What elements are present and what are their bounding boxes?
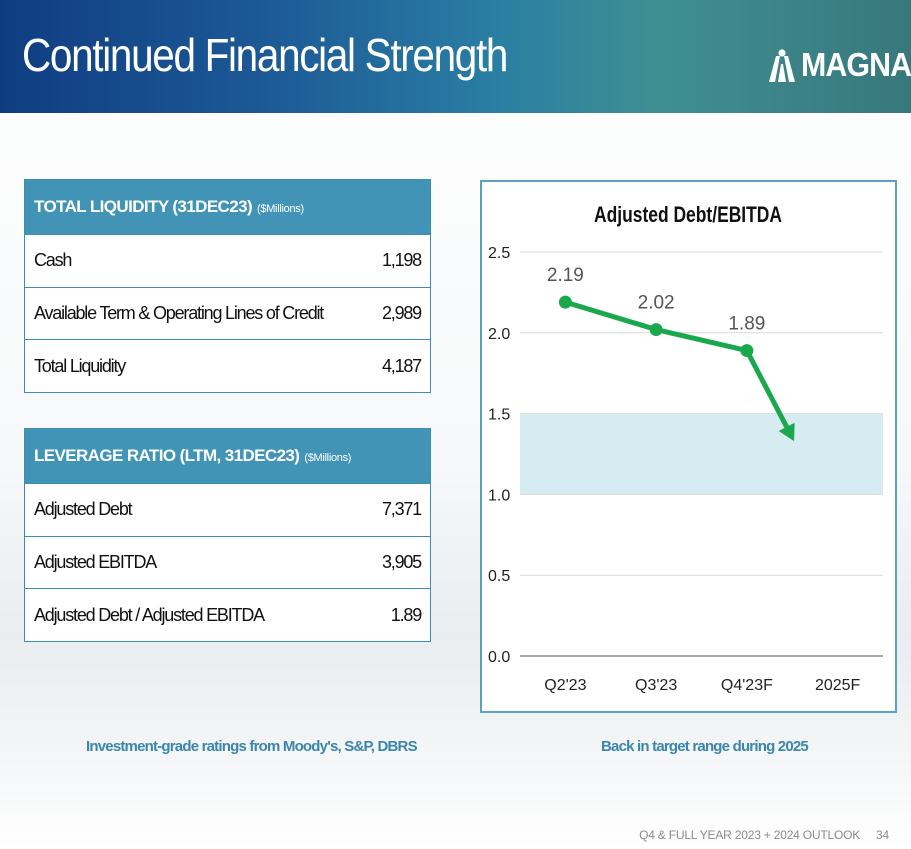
x-tick-label: Q2'23 bbox=[544, 677, 586, 694]
y-tick-label: 2.0 bbox=[488, 326, 510, 343]
leverage-table-header: LEVERAGE RATIO (LTM, 31DEC23) ($Millions… bbox=[25, 429, 430, 483]
table-row: Total Liquidity 4,187 bbox=[25, 339, 430, 392]
leverage-table: LEVERAGE RATIO (LTM, 31DEC23) ($Millions… bbox=[24, 428, 431, 643]
table-row: Available Term & Operating Lines of Cred… bbox=[25, 286, 430, 340]
row-label: Adjusted EBITDA bbox=[34, 552, 157, 573]
liquidity-table-unit: ($Millions) bbox=[257, 202, 304, 215]
data-label: 2.19 bbox=[547, 265, 584, 286]
target-range-note: Back in target range during 2025 bbox=[601, 738, 809, 755]
target-range-band bbox=[520, 413, 883, 495]
row-value: 1.89 bbox=[390, 604, 422, 625]
row-label: Adjusted Debt / Adjusted EBITDA bbox=[34, 604, 265, 625]
row-value: 3,905 bbox=[381, 552, 422, 573]
y-tick-label: 0.5 bbox=[488, 568, 510, 585]
chart-panel: Adjusted Debt/EBITDA 0.0 0.5 1.0 1.5 2.0 2.5 Q… bbox=[480, 180, 897, 713]
liquidity-table-title: TOTAL LIQUIDITY (31DEC23) bbox=[34, 197, 253, 216]
ratings-note: Investment-grade ratings from Moody's, S… bbox=[86, 738, 418, 755]
trend-arrow-head bbox=[778, 422, 795, 442]
data-point bbox=[558, 295, 572, 309]
row-label: Adjusted Debt bbox=[34, 499, 133, 520]
y-tick-label: 2.5 bbox=[488, 245, 510, 262]
row-label: Cash bbox=[34, 250, 72, 271]
logo-text: MAGNA bbox=[801, 46, 911, 83]
data-label: 2.02 bbox=[638, 293, 675, 314]
row-label: Available Term & Operating Lines of Cred… bbox=[34, 303, 324, 324]
x-tick-label: Q4'23F bbox=[721, 677, 773, 694]
magna-logo: MAGNA bbox=[767, 46, 911, 84]
y-tick-label: 0.0 bbox=[488, 649, 510, 666]
row-value: 1,198 bbox=[381, 250, 422, 271]
chart-title: Adjusted Debt/EBITDA bbox=[594, 202, 782, 227]
data-point bbox=[740, 344, 754, 358]
page-number: 34 bbox=[876, 828, 889, 842]
leverage-table-unit: ($Millions) bbox=[304, 451, 352, 464]
y-tick-label: 1.5 bbox=[488, 407, 510, 424]
table-row: Cash 1,198 bbox=[25, 234, 430, 287]
trend-arrow-line bbox=[744, 348, 790, 430]
x-tick-label: Q3'23 bbox=[635, 677, 677, 694]
row-value: 7,371 bbox=[381, 499, 422, 520]
liquidity-table: TOTAL LIQUIDITY (31DEC23) ($Millions) Ca… bbox=[24, 179, 431, 394]
table-row: Adjusted Debt / Adjusted EBITDA 1.89 bbox=[25, 588, 430, 641]
page-title: Continued Financial Strength bbox=[22, 29, 508, 81]
data-label: 1.89 bbox=[728, 314, 765, 335]
footer-text: Q4 & FULL YEAR 2023 + 2024 OUTLOOK bbox=[639, 828, 861, 842]
x-tick-label: 2025F bbox=[815, 677, 861, 694]
debt-ebitda-chart: Adjusted Debt/EBITDA 0.0 0.5 1.0 1.5 2.0 2.5 Q… bbox=[488, 202, 883, 694]
magna-logo-icon bbox=[769, 49, 795, 82]
data-point bbox=[649, 323, 663, 337]
header-banner: Continued Financial Strength MAGNA bbox=[0, 0, 911, 113]
footer: Q4 & FULL YEAR 2023 + 2024 OUTLOOK 34 bbox=[639, 828, 889, 842]
leverage-table-title: LEVERAGE RATIO (LTM, 31DEC23) bbox=[34, 446, 300, 465]
row-label: Total Liquidity bbox=[34, 355, 126, 376]
row-value: 4,187 bbox=[381, 355, 422, 376]
liquidity-table-header: TOTAL LIQUIDITY (31DEC23) ($Millions) bbox=[25, 180, 430, 234]
row-value: 2,989 bbox=[381, 303, 422, 324]
table-row: Adjusted Debt 7,371 bbox=[25, 483, 430, 536]
table-row: Adjusted EBITDA 3,905 bbox=[25, 535, 430, 589]
y-tick-label: 1.0 bbox=[488, 487, 510, 504]
